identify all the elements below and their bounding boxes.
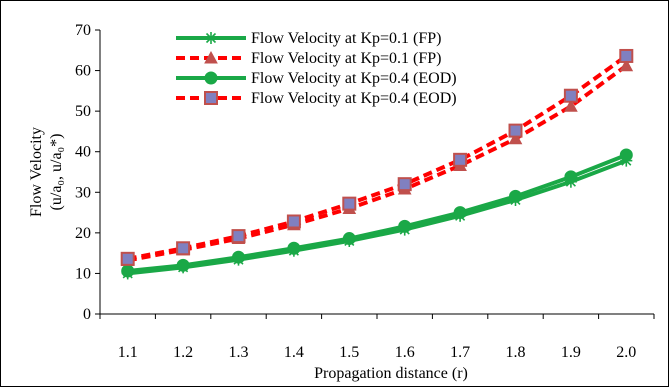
x-tick-label: 1.4 <box>284 344 304 361</box>
y-tick-label: 10 <box>75 265 91 282</box>
series-1-line <box>127 158 628 276</box>
series-4-point <box>508 123 523 138</box>
y-axis-title-line1: Flow Velocity <box>28 127 45 217</box>
series-4-point <box>397 177 412 192</box>
series-3-point <box>287 241 301 255</box>
series-4 <box>120 48 634 266</box>
series-4-point <box>120 251 135 266</box>
x-tick-label: 1.5 <box>339 344 359 361</box>
legend-marker-d2 <box>205 32 217 44</box>
x-tick-label: 1.8 <box>506 344 526 361</box>
series-4-point <box>231 229 246 244</box>
series-3-point <box>509 189 522 203</box>
series-3-line <box>127 153 628 273</box>
series-2-point <box>508 131 523 145</box>
x-tick-label: 1.1 <box>118 344 138 361</box>
legend-entry-4: Flow Velocity at Kp=0.4 (EOD) <box>176 90 457 107</box>
y-axis-title: Flow Velocity (u/a₀, u/a₀*) <box>28 127 65 217</box>
legend-marker <box>204 91 218 105</box>
legend-marker <box>204 71 218 85</box>
series-3-point <box>232 250 245 264</box>
x-tick-label: 1.3 <box>229 344 249 361</box>
axes: 0 10 20 30 40 50 60 70 1.1 1.2 1.3 1.4 1.5 1.6 1.7 1.8 1… <box>75 22 655 361</box>
y-tick-label: 70 <box>75 22 91 39</box>
series-4-point <box>342 196 357 211</box>
x-tick-label: 2.0 <box>616 344 636 361</box>
series-4-point <box>563 88 578 103</box>
x-tick-label: 1.7 <box>450 344 470 361</box>
legend-entry-2: Flow Velocity at Kp=0.1 (FP) <box>176 50 442 67</box>
series-4-point <box>176 241 191 256</box>
y-tick-label: 0 <box>83 306 91 323</box>
y-tick-label: 50 <box>75 103 91 120</box>
legend-marker <box>204 50 218 64</box>
x-axis-title: Propagation distance (r) <box>314 365 468 382</box>
series-2-point <box>564 99 578 112</box>
series-2-point <box>619 58 634 72</box>
series-3-point <box>398 219 412 233</box>
series-4-point <box>619 48 634 63</box>
y-tick-label: 20 <box>75 225 91 242</box>
y-tick-label: 40 <box>75 144 91 161</box>
series-3-point <box>342 232 356 246</box>
series-4-point <box>453 152 468 167</box>
series-3-point <box>564 170 578 184</box>
x-tick-label: 1.9 <box>561 344 581 361</box>
series-layer <box>120 48 634 280</box>
legend-entry-3: Flow Velocity at Kp=0.4 (EOD) <box>176 70 457 87</box>
series-3-point <box>619 148 633 162</box>
legend-label: Flow Velocity at Kp=0.4 (EOD) <box>251 90 457 107</box>
y-tick-label: 30 <box>75 184 91 201</box>
x-tick-label: 1.2 <box>173 344 193 361</box>
series-3-point <box>453 206 467 220</box>
series-3-point <box>176 258 190 272</box>
legend-label: Flow Velocity at Kp=0.4 (EOD) <box>251 70 457 87</box>
legend-entry-1: Flow Velocity at Kp=0.1 (FP) <box>176 30 442 47</box>
series-3 <box>121 148 633 278</box>
x-tick-label: 1.6 <box>395 344 415 361</box>
series-1 <box>121 154 633 280</box>
y-tick-label: 60 <box>75 63 91 80</box>
series-3-point <box>121 264 135 278</box>
legend: Flow Velocity at Kp=0.1 (FP) Flow Velocit… <box>176 30 457 107</box>
y-axis-title-line2: (u/a₀, u/a₀*) <box>48 134 65 211</box>
legend-label: Flow Velocity at Kp=0.1 (FP) <box>251 30 442 47</box>
series-4-point <box>286 214 301 229</box>
series-4-line <box>127 54 628 261</box>
legend-label: Flow Velocity at Kp=0.1 (FP) <box>251 50 442 67</box>
